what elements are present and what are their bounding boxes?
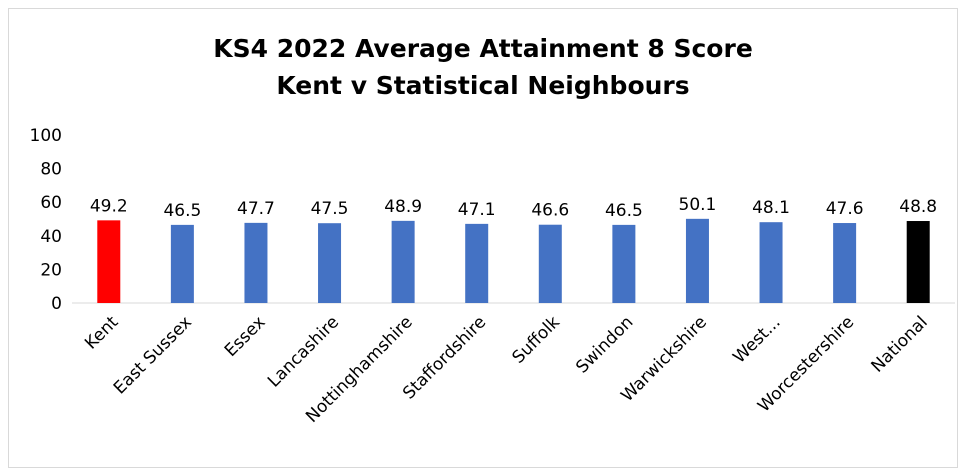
y-tick-label: 80: [40, 160, 62, 180]
bar: [685, 218, 709, 303]
bars: [97, 218, 930, 303]
y-tick-label: 0: [51, 294, 62, 314]
y-tick-label: 40: [40, 227, 62, 247]
bar: [759, 222, 783, 303]
chart-title-line-2: Kent v Statistical Neighbours: [276, 71, 690, 100]
bar: [391, 220, 415, 303]
chart-title: KS4 2022 Average Attainment 8 Score Kent…: [0, 30, 966, 104]
data-label: 47.6: [826, 199, 864, 219]
data-label: 46.5: [163, 201, 201, 221]
data-label: 47.7: [237, 199, 275, 219]
category-label: West...: [729, 312, 784, 367]
data-label: 48.1: [752, 198, 790, 218]
category-label: National: [868, 312, 932, 376]
data-label: 47.5: [311, 199, 349, 219]
data-label: 46.5: [605, 201, 643, 221]
bar: [97, 220, 121, 303]
bar: [906, 221, 930, 303]
category-label: East Sussex: [110, 312, 196, 398]
data-label: 47.1: [458, 200, 496, 220]
data-label: 48.8: [899, 197, 937, 217]
category-label: Kent: [81, 312, 122, 353]
bar: [318, 223, 342, 303]
category-label: Essex: [221, 312, 270, 361]
bar: [170, 224, 194, 303]
data-label: 49.2: [90, 196, 128, 216]
chart-title-line-1: KS4 2022 Average Attainment 8 Score: [213, 34, 753, 63]
data-label: 48.9: [384, 197, 422, 217]
category-label: Lancashire: [264, 312, 343, 391]
category-label: Suffolk: [508, 312, 563, 367]
category-label: Swindon: [572, 312, 637, 377]
data-label: 46.6: [531, 201, 569, 221]
y-tick-label: 100: [30, 126, 62, 146]
y-axis-ticks: 0 20 40 60 80 100: [30, 126, 62, 314]
bar: [833, 223, 857, 303]
data-label: 50.1: [679, 195, 717, 215]
bar: [465, 223, 489, 303]
bar: [612, 224, 636, 303]
bar: [538, 224, 562, 303]
bar: [244, 222, 268, 303]
y-tick-label: 60: [40, 193, 62, 213]
data-labels: 49.2 46.5 47.7 47.5 48.9 47.1 46.6 46.5 50.1 48.1…: [90, 195, 937, 221]
y-tick-label: 20: [40, 260, 62, 280]
